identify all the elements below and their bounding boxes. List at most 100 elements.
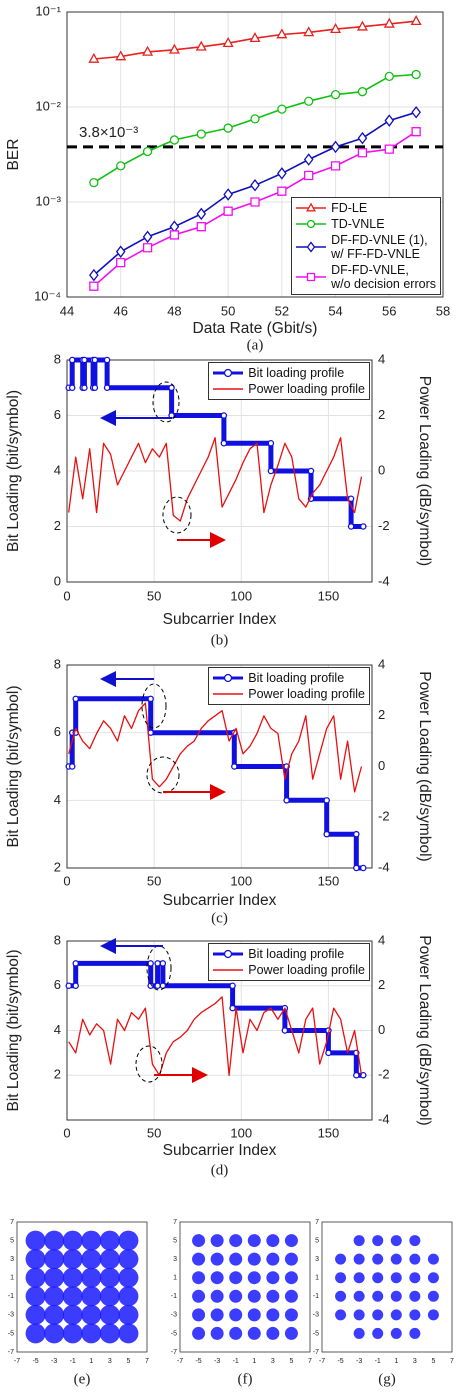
legend-swatch	[213, 368, 244, 378]
x-tick-label: 50	[147, 873, 161, 888]
scatter-point	[118, 1230, 139, 1251]
marker	[91, 384, 99, 391]
y-tick-label: -2	[378, 518, 390, 533]
highlight-ellipse	[135, 1045, 163, 1083]
marker	[384, 71, 394, 82]
x-tick-label: 5	[289, 1358, 293, 1365]
marker	[283, 797, 290, 804]
x-tick-label: -7	[319, 1358, 325, 1365]
scatter-point	[409, 1253, 421, 1265]
x-tick-label: -7	[177, 1358, 183, 1365]
y-tick-label: -7	[8, 1349, 14, 1356]
scatter-point	[62, 1304, 83, 1325]
annotations	[135, 381, 192, 1083]
legend-entry: DF-FD-VNLE (1), w/ FF-FD-VNLE	[294, 233, 436, 261]
y-tick-label: 3	[10, 1256, 14, 1263]
legend: Bit loading profile Power loading profile	[208, 667, 370, 705]
marker	[356, 20, 368, 31]
marker	[306, 219, 316, 229]
scatter-point	[335, 1253, 347, 1265]
legend-entry: Bit loading profile	[211, 947, 365, 961]
marker	[330, 161, 341, 171]
legend-label: Bit loading profile	[248, 947, 345, 961]
caption: (d)	[211, 1162, 229, 1178]
marker	[229, 982, 236, 990]
scatter-point	[118, 1323, 139, 1344]
x-tick-label: 1	[89, 1358, 93, 1365]
legend-swatch	[213, 693, 244, 695]
x-tick-label: 0	[63, 873, 70, 888]
marker	[306, 272, 316, 282]
marker	[304, 96, 314, 106]
scatter-point	[25, 1249, 46, 1270]
caption: (a)	[247, 337, 264, 353]
marker	[68, 763, 76, 770]
y-tick-label: 8	[54, 932, 61, 947]
scatter-point	[284, 1234, 298, 1248]
marker	[384, 114, 395, 127]
marker	[267, 439, 275, 447]
marker	[250, 197, 260, 207]
scatter-point	[44, 1323, 65, 1344]
scatter-point	[118, 1267, 139, 1288]
scatter-point	[284, 1271, 298, 1285]
highlight-ellipse	[146, 756, 180, 794]
x-axis-label: Subcarrier Index	[163, 611, 277, 628]
marker	[224, 673, 233, 683]
scatter-point	[284, 1289, 298, 1303]
y-tick-label: -3	[313, 1312, 319, 1319]
legend-label: Bit loading profile	[248, 366, 345, 380]
axes-frame	[16, 1221, 148, 1353]
y-tick-label: 3	[315, 1256, 319, 1263]
marker	[353, 1072, 360, 1079]
x-tick-label: 50	[147, 1125, 161, 1140]
legend-label: Bit loading profile	[248, 671, 345, 685]
marker	[168, 43, 180, 54]
scatter-point	[247, 1234, 261, 1248]
y-tick-label: 1	[173, 1275, 177, 1282]
marker	[303, 153, 314, 166]
y-tick-label: 5	[315, 1237, 319, 1244]
marker	[116, 161, 126, 171]
marker	[276, 28, 288, 39]
scatter-point	[99, 1267, 120, 1288]
marker	[195, 40, 207, 51]
scatter-point	[427, 1253, 439, 1265]
marker	[159, 982, 167, 990]
y-tick-label: 3	[173, 1256, 177, 1263]
marker	[411, 106, 421, 119]
scatter-point	[284, 1252, 298, 1266]
highlight-ellipse	[152, 381, 180, 423]
scatter-point	[353, 1309, 365, 1321]
x-axis-label: Subcarrier Index	[163, 892, 277, 909]
scatter-point	[210, 1326, 224, 1340]
scatter-point	[118, 1249, 139, 1270]
x-tick-label: 56	[382, 303, 396, 318]
scatter-point	[99, 1230, 120, 1251]
x-tick-label: 0	[63, 1125, 70, 1140]
scatter-point	[25, 1286, 46, 1307]
scatter-point	[335, 1290, 347, 1302]
threshold-label: 3.8×10⁻³	[79, 124, 138, 141]
axes-frame	[179, 1221, 311, 1353]
x-tick-label: 100	[230, 873, 252, 888]
legend-swatch	[213, 949, 244, 959]
y-axis-label: Bit Loading (bit/symbol)	[5, 950, 22, 1112]
chart-panel: -7 -5 -3 -1 1 3 5 7 -7 -5 -3 -1 1 3 5 7 (e)	[8, 1219, 149, 1388]
marker	[250, 114, 260, 124]
marker	[323, 797, 330, 804]
scatter-point	[247, 1271, 261, 1285]
marker	[81, 356, 88, 364]
marker	[220, 439, 228, 447]
legend-label: DF-FD-VNLE, w/o decision errors	[331, 263, 436, 291]
marker	[115, 50, 127, 61]
marker	[169, 230, 180, 240]
marker	[383, 17, 395, 28]
scatter-point	[229, 1308, 243, 1322]
marker	[353, 830, 360, 838]
marker	[88, 52, 100, 63]
marker	[229, 1004, 236, 1012]
marker	[411, 69, 421, 80]
series-line	[68, 702, 363, 793]
